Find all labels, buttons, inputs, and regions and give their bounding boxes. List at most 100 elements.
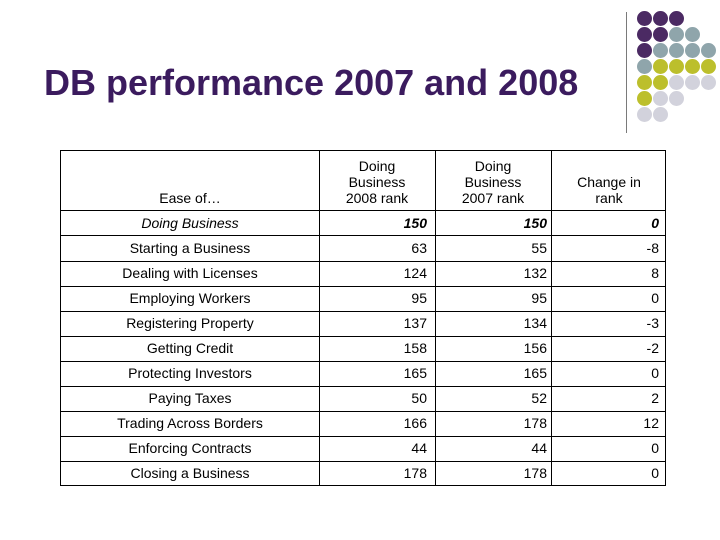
row-rank-2007: 44	[531, 440, 547, 456]
row-rank-2008: 137	[403, 315, 427, 331]
decorative-dot	[685, 27, 700, 42]
header-2008-rank: Doing Business 2008 rank	[319, 158, 435, 206]
header-2007-rank-line: Doing	[474, 158, 512, 174]
row-change: 0	[651, 365, 659, 381]
header-change-line: rank	[595, 190, 623, 206]
slide-title: DB performance 2007 and 2008	[44, 62, 579, 103]
header-2008-rank-line: Business	[348, 174, 406, 190]
row-rank-2008: 158	[403, 340, 427, 356]
rankings-table: Ease of… Doing Business 2008 rank Doing …	[60, 150, 666, 486]
row-change: 2	[651, 390, 659, 406]
row-divider	[61, 336, 665, 337]
decorative-dot	[653, 59, 668, 74]
decorative-dot	[637, 11, 652, 26]
column-divider	[551, 151, 552, 485]
row-rank-2008: 63	[411, 240, 427, 256]
decorative-dot	[701, 43, 716, 58]
row-rank-2007: 52	[531, 390, 547, 406]
decorative-dot	[653, 11, 668, 26]
row-rank-2007: 132	[523, 265, 547, 281]
row-divider	[61, 311, 665, 312]
row-rank-2007: 156	[523, 340, 547, 356]
row-rank-2007: 178	[523, 415, 547, 431]
row-divider	[61, 286, 665, 287]
row-rank-2007: 134	[523, 315, 547, 331]
summary-label: Doing Business	[141, 215, 239, 231]
row-label: Registering Property	[126, 315, 254, 331]
row-change: 0	[651, 290, 659, 306]
row-divider	[61, 386, 665, 387]
row-label: Employing Workers	[129, 290, 251, 306]
summary-rank-2007: 150	[523, 215, 547, 231]
row-divider	[61, 436, 665, 437]
header-change-in-rank: Change in rank	[551, 174, 667, 206]
row-divider	[61, 235, 665, 236]
header-ease-of: Ease of…	[159, 190, 221, 206]
decorative-dot	[637, 75, 652, 90]
row-rank-2008: 95	[411, 290, 427, 306]
row-rank-2008: 165	[403, 365, 427, 381]
decorative-dot	[701, 59, 716, 74]
row-change: -8	[646, 240, 659, 256]
row-label: Paying Taxes	[148, 390, 232, 406]
row-rank-2008: 178	[403, 465, 427, 481]
header-divider	[61, 210, 665, 211]
decorative-dot	[653, 91, 668, 106]
header-change-line: Change in	[577, 174, 641, 190]
row-divider	[61, 361, 665, 362]
decorative-dot	[653, 75, 668, 90]
row-rank-2008: 166	[403, 415, 427, 431]
row-change: 0	[651, 440, 659, 456]
decorative-dot	[669, 11, 684, 26]
row-label: Getting Credit	[146, 340, 234, 356]
column-divider	[435, 151, 436, 485]
row-change: -2	[646, 340, 659, 356]
row-change: 0	[651, 465, 659, 481]
row-rank-2008: 44	[411, 440, 427, 456]
decorative-dot	[669, 75, 684, 90]
row-rank-2007: 95	[531, 290, 547, 306]
decorative-dot	[637, 91, 652, 106]
row-rank-2007: 55	[531, 240, 547, 256]
decorative-dot	[685, 75, 700, 90]
decorative-dot	[637, 59, 652, 74]
header-2007-rank-line: 2007 rank	[461, 190, 525, 206]
row-label: Enforcing Contracts	[128, 440, 252, 456]
decorative-dot	[669, 43, 684, 58]
row-divider	[61, 411, 665, 412]
decorative-dot	[637, 27, 652, 42]
column-divider	[319, 151, 320, 485]
summary-change: 0	[651, 215, 659, 231]
row-label: Protecting Investors	[128, 365, 252, 381]
row-change: 12	[643, 415, 659, 431]
row-label: Dealing with Licenses	[122, 265, 258, 281]
row-label: Trading Across Borders	[117, 415, 263, 431]
decorative-dot	[701, 75, 716, 90]
row-change: -3	[646, 315, 659, 331]
decorative-dot	[669, 59, 684, 74]
row-change: 8	[651, 265, 659, 281]
decorative-dot	[637, 43, 652, 58]
header-2007-rank-line: Business	[464, 174, 522, 190]
row-rank-2008: 50	[411, 390, 427, 406]
decorative-dot	[653, 107, 668, 122]
decorative-dot	[653, 27, 668, 42]
decorative-dot	[637, 107, 652, 122]
row-rank-2007: 178	[523, 465, 547, 481]
row-label: Starting a Business	[129, 240, 251, 256]
header-2008-rank-line: Doing	[358, 158, 396, 174]
row-rank-2008: 124	[403, 265, 427, 281]
row-divider	[61, 461, 665, 462]
title-divider	[626, 12, 627, 133]
row-label: Closing a Business	[130, 465, 250, 481]
header-2008-rank-line: 2008 rank	[345, 190, 409, 206]
decorative-dot	[685, 43, 700, 58]
decorative-dot	[653, 43, 668, 58]
row-rank-2007: 165	[523, 365, 547, 381]
row-divider	[61, 261, 665, 262]
decorative-dot	[685, 59, 700, 74]
decorative-dot	[669, 91, 684, 106]
summary-rank-2008: 150	[403, 215, 427, 231]
header-2007-rank: Doing Business 2007 rank	[435, 158, 551, 206]
decorative-dot	[669, 27, 684, 42]
